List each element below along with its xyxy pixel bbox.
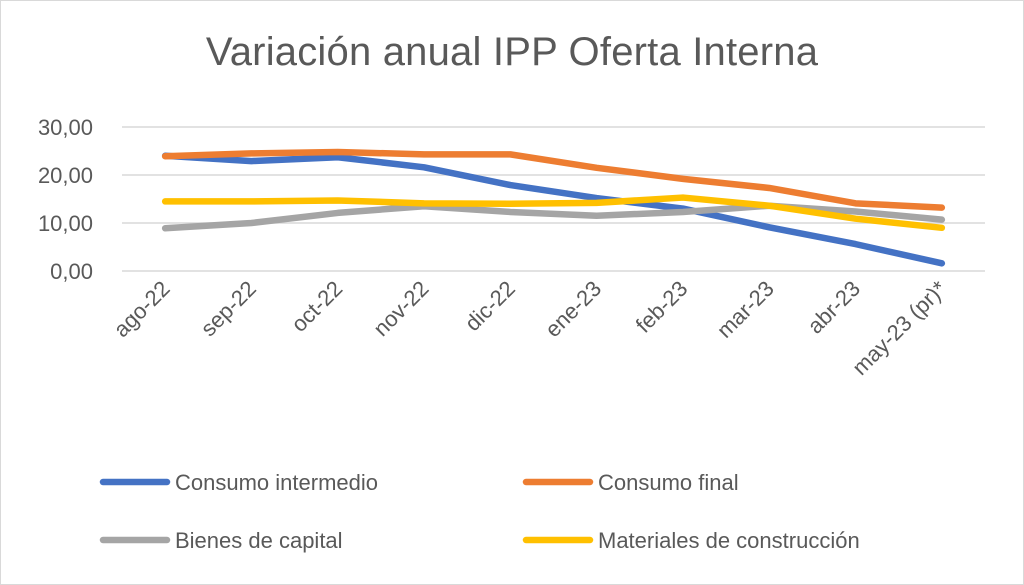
legend-label: Materiales de construcción	[598, 528, 860, 553]
x-tick-label: mar-23	[712, 276, 779, 343]
series-line-1	[161, 148, 946, 211]
x-tick-label: sep-22	[196, 276, 261, 341]
chart-title: Variación anual IPP Oferta Interna	[205, 30, 819, 74]
legend-label: Consumo final	[598, 470, 739, 495]
x-tick-label: feb-23	[631, 276, 693, 338]
y-tick-label: 30,00	[38, 115, 93, 140]
y-tick-label: 10,00	[38, 211, 93, 236]
x-tick-label: ago-22	[109, 276, 175, 342]
x-tick-label: abr-23	[802, 276, 865, 339]
series-line-0	[161, 152, 946, 267]
x-tick-label: dic-22	[460, 276, 520, 336]
x-tick-label: may-23 (pr)*	[847, 276, 951, 380]
legend-label: Bienes de capital	[175, 528, 343, 553]
x-tick-label: nov-22	[368, 276, 433, 341]
series-line-3	[161, 194, 946, 232]
x-tick-label: oct-22	[286, 276, 347, 337]
legend-label: Consumo intermedio	[175, 470, 378, 495]
series-line-2	[161, 202, 946, 232]
y-tick-label: 20,00	[38, 163, 93, 188]
x-tick-label: ene-23	[540, 276, 606, 342]
y-tick-label: 0,00	[50, 259, 93, 284]
